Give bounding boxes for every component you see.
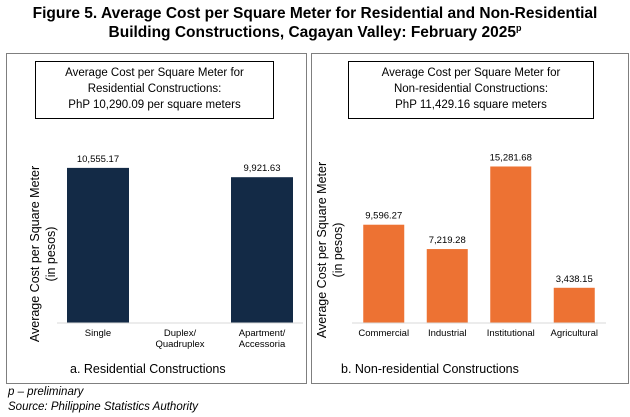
non-residential-data-label-1: 7,219.28: [429, 235, 466, 246]
residential-y-axis-label: Average Cost per Square Meter (in pesos): [28, 166, 58, 342]
non-residential-bar-1: [426, 249, 468, 323]
residential-y-axis-label-line1: Average Cost per Square Meter: [28, 166, 42, 342]
residential-summary-box: Average Cost per Square Meter for Reside…: [35, 61, 274, 119]
non-residential-summary-box: Average Cost per Square Meter for Non-re…: [348, 61, 594, 119]
residential-category-label-2-line1: Apartment/: [239, 328, 286, 339]
non-residential-y-axis-label: Average Cost per Square Meter (in pesos): [315, 162, 345, 338]
non-residential-caption: b. Non-residential Constructions: [341, 362, 519, 376]
non-residential-bar-3: [553, 287, 595, 323]
source-footnote: Source: Philippine Statistics Authority: [8, 401, 199, 413]
non-residential-category-label-1: Industrial: [428, 328, 467, 339]
non-residential-data-label-2: 15,281.68: [490, 152, 532, 163]
figure-title-line1: Figure 5. Average Cost per Square Meter …: [32, 5, 598, 22]
non-residential-summary-line1: Average Cost per Square Meter for: [381, 67, 561, 79]
non-residential-y-axis-label-line1: Average Cost per Square Meter: [315, 162, 329, 338]
residential-panel: Average Cost per Square Meter for Reside…: [6, 53, 307, 384]
residential-summary-line1: Average Cost per Square Meter for: [65, 67, 244, 79]
residential-bar-0: [67, 167, 129, 323]
non-residential-category-label-0: Commercial: [358, 328, 409, 339]
residential-caption: a. Residential Constructions: [70, 362, 226, 376]
non-residential-category-label-3: Agricultural: [550, 328, 598, 339]
non-residential-data-label-0: 9,596.27: [365, 211, 402, 222]
residential-bar-2: [231, 177, 293, 323]
preliminary-superscript: p: [515, 22, 522, 33]
residential-category-label-1-line2: Quadruplex: [155, 339, 204, 350]
non-residential-bar-chart: Average Cost per Square Meter (in pesos) 9…: [315, 152, 606, 339]
residential-category-label-2-line2: Accessoria: [239, 339, 286, 350]
residential-summary-line3: PhP 10,290.09 per square meters: [68, 99, 241, 111]
figure-title-line2-text: Building Constructions, Cagayan Valley: …: [108, 24, 516, 41]
residential-bar-chart: Average Cost per Square Meter (in pesos) 1…: [28, 154, 303, 350]
non-residential-bar-0: [363, 224, 405, 323]
non-residential-summary-line2: Non-residential Constructions:: [393, 83, 549, 95]
preliminary-footnote: p – preliminary: [8, 386, 84, 398]
residential-summary-line2: Residential Constructions:: [87, 83, 222, 95]
residential-y-axis-label-line2: (in pesos): [44, 227, 58, 282]
non-residential-bar-2: [490, 166, 532, 323]
non-residential-data-label-3: 3,438.15: [556, 274, 593, 285]
residential-category-label-1-line1: Duplex/: [164, 328, 197, 339]
figure-title: Figure 5. Average Cost per Square Meter …: [0, 4, 630, 42]
non-residential-summary-line3: PhP 11,429.16 square meters: [395, 99, 547, 111]
residential-data-label-0: 10,555.17: [77, 154, 119, 165]
non-residential-panel: Average Cost per Square Meter for Non-re…: [311, 53, 629, 384]
figure-title-line2: Building Constructions, Cagayan Valley: …: [0, 23, 630, 42]
residential-category-label-0: Single: [85, 328, 111, 339]
non-residential-y-axis-label-line2: (in pesos): [331, 223, 345, 278]
residential-data-label-2: 9,921.63: [244, 163, 281, 174]
non-residential-category-label-2: Institutional: [487, 328, 535, 339]
